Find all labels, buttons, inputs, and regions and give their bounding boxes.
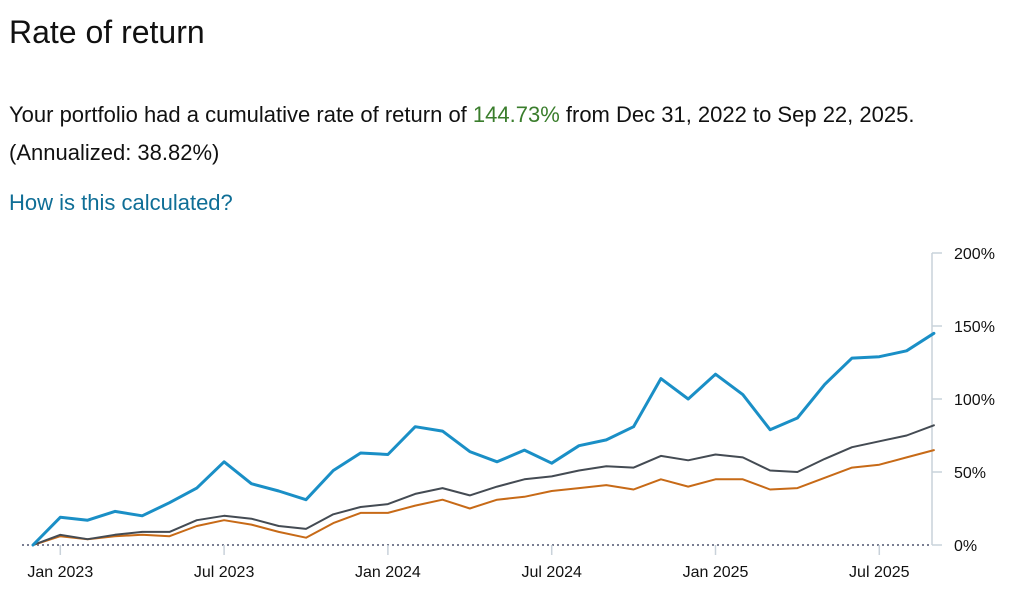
x-tick-label: Jul 2023 (194, 564, 255, 581)
y-tick-label: 50% (954, 465, 986, 482)
rate-of-return-chart: 0% 50% 100% 150% 200% Jan 2023 Jul 2023 Jan 202… (22, 246, 995, 581)
x-tick-label: Jul 2024 (521, 564, 582, 581)
x-tick-label: Jan 2025 (683, 564, 749, 581)
y-tick-label: 0% (954, 538, 977, 555)
page-title: Rate of return (9, 14, 205, 50)
portfolio-series-line (31, 331, 936, 547)
benchmark-orange-series-line (32, 449, 935, 546)
y-tick-label: 150% (954, 319, 995, 336)
y-tick-label: 100% (954, 392, 995, 409)
x-tick-label: Jan 2024 (355, 564, 421, 581)
y-tick-label: 200% (954, 246, 995, 263)
x-tick-label: Jul 2025 (849, 564, 910, 581)
summary-text-before: Your portfolio had a cumulative rate of … (9, 102, 473, 127)
chart-axes (22, 252, 942, 555)
return-summary: Your portfolio had a cumulative rate of … (9, 96, 1029, 172)
x-tick-label: Jan 2023 (27, 564, 93, 581)
benchmark-dark-series-line (32, 424, 935, 546)
cumulative-return-value: 144.73% (472, 102, 560, 127)
chart-tick-labels: 0% 50% 100% 150% 200% Jan 2023 Jul 2023 Jan 202… (27, 246, 995, 581)
how-calculated-link[interactable]: How is this calculated? (9, 190, 233, 215)
chart-series (31, 331, 936, 547)
summary-text-after: from Dec 31, 2022 to Sep 22, 2025. (Annu… (9, 102, 915, 165)
